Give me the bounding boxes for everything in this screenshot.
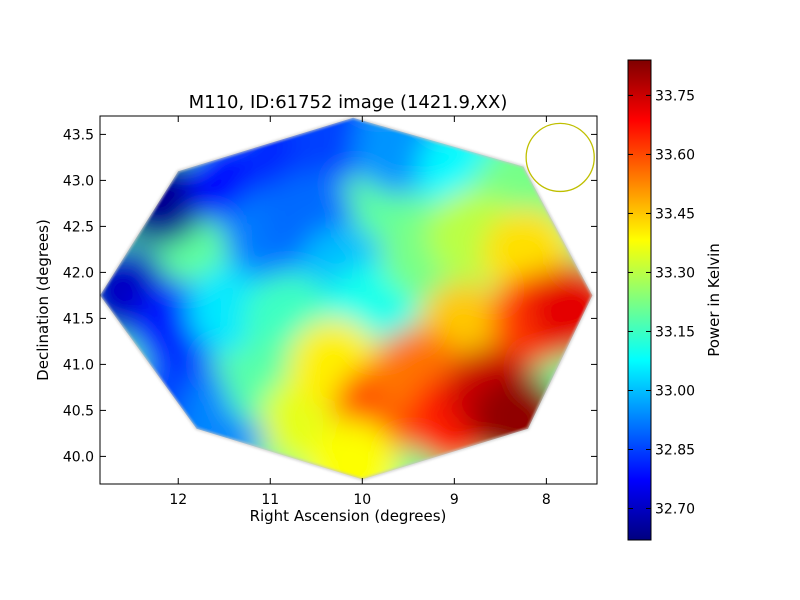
x-tick-label: 10 <box>353 492 371 508</box>
x-tick-label: 11 <box>261 492 279 508</box>
x-axis-label: Right Ascension (degrees) <box>250 507 447 525</box>
x-tick-label: 9 <box>450 492 459 508</box>
y-tick-label: 40.5 <box>63 403 94 419</box>
colorbar-label: Power in Kelvin <box>705 243 723 357</box>
y-axis-label: Declination (degrees) <box>34 219 52 381</box>
field-sample <box>472 373 565 466</box>
colorbar-tick-label: 33.15 <box>655 324 695 340</box>
y-tick-label: 43.5 <box>63 127 94 143</box>
heatmap-layer <box>100 116 595 481</box>
chart-title: M110, ID:61752 image (1421.9,XX) <box>189 92 508 113</box>
field-sample <box>307 419 400 480</box>
y-tick-label: 40.0 <box>63 449 94 465</box>
colorbar <box>627 59 652 541</box>
colorbar-tick-label: 33.00 <box>655 383 695 399</box>
colorbar-tick-label: 33.30 <box>655 265 695 281</box>
colorbar-tick-label: 32.85 <box>655 443 695 459</box>
colorbar-tick-label: 33.60 <box>655 147 695 163</box>
x-tick-label: 12 <box>169 492 187 508</box>
y-tick-label: 41.5 <box>63 311 94 327</box>
plot-frame <box>99 115 598 485</box>
y-tick-label: 42.0 <box>63 265 94 281</box>
y-tick-label: 41.0 <box>63 357 94 373</box>
y-tick-label: 43.0 <box>63 173 94 189</box>
field-sample <box>527 263 593 356</box>
colorbar-tick-label: 32.70 <box>655 502 695 518</box>
x-tick-label: 8 <box>542 492 551 508</box>
y-axis: 40.0 40.5 41.0 41.5 42.0 42.5 43.0 43.5 <box>63 127 597 465</box>
colorbar-tick-label: 33.45 <box>655 206 695 222</box>
beam-circle <box>525 122 595 193</box>
colorbar-axis: 32.70 32.85 33.00 33.15 33.30 33.45 33.60 33.75 <box>628 88 695 518</box>
colorbar-tick-label: 33.75 <box>655 88 695 104</box>
x-axis: 12 11 10 9 8 <box>169 116 551 508</box>
y-tick-label: 42.5 <box>63 219 94 235</box>
